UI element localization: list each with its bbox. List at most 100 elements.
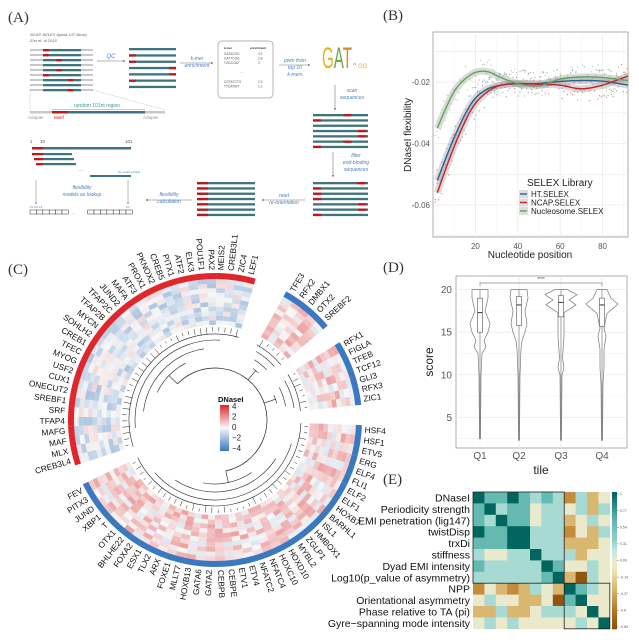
annotation-ring-cell [99, 506, 111, 519]
dendrogram-leaf [236, 507, 238, 511]
heatmap-cell [205, 556, 215, 562]
heatmap-cell [156, 330, 165, 338]
colorbar-segment [612, 625, 617, 630]
b-point [576, 91, 579, 94]
heatmap-cell [83, 416, 88, 426]
d-significance-bracket [479, 282, 603, 286]
heatmap-cell [88, 479, 97, 491]
b-point [592, 83, 594, 85]
heatmap-cell [155, 298, 166, 307]
read-segment [129, 85, 176, 89]
dendrogram-leaf [147, 480, 153, 485]
b-point [536, 93, 538, 95]
b-point [470, 95, 472, 97]
correlation-cell [518, 617, 531, 630]
correlation-cell [541, 514, 554, 527]
panel-b: (B) 20 40 60 80-0.02-0.04-0.06 DNaseI flexi… [383, 8, 630, 261]
dendrogram-leaf [139, 471, 144, 475]
b-point [605, 87, 607, 89]
heatmap-cell [287, 501, 298, 511]
heatmap-cell [293, 467, 302, 476]
b-point [622, 71, 624, 73]
heatmap-cell [292, 484, 301, 493]
heatmap-cell [330, 345, 340, 356]
dendrogram-leaf [123, 401, 132, 404]
heatmap-cell [312, 479, 322, 489]
b-point [517, 85, 519, 87]
reorient-label-2: re-orientation [269, 200, 299, 206]
dendrogram-leaf [224, 327, 226, 333]
motif-segment [358, 208, 367, 211]
reorient-label-1: read [279, 193, 289, 199]
correlation-cell [518, 549, 531, 561]
correlation-cell [495, 617, 508, 630]
heatmap-cell [299, 489, 309, 500]
heatmap-cell [329, 440, 336, 450]
b-point [498, 74, 501, 76]
annotation-ring-cell [334, 342, 345, 354]
correlation-cell [552, 526, 565, 538]
heatmap-cell [309, 467, 318, 477]
read-segment [313, 208, 368, 211]
heatmap-cell [251, 543, 262, 552]
read-segment [313, 182, 368, 185]
heatmap-cell [235, 318, 244, 325]
heatmap-cell [240, 295, 251, 303]
heatmap-cell [197, 536, 207, 543]
heatmap-cell [303, 505, 314, 515]
annotation-ring-cell [312, 514, 325, 526]
heatmap-cell [141, 503, 152, 512]
heatmap-cell [145, 511, 155, 521]
correlation-cell [598, 537, 611, 550]
heatmap-cell [108, 372, 117, 382]
b-point [505, 74, 507, 76]
row-label: DNaseI [435, 493, 470, 505]
heatmap-cell [316, 438, 323, 447]
heatmap-cell [224, 550, 234, 557]
heatmap-cell [297, 469, 306, 479]
heatmap-cell [148, 507, 158, 517]
heatmap-cell [183, 524, 193, 532]
heatmap-cell [201, 514, 209, 520]
heatmap-cell [207, 292, 217, 298]
heatmap-cell [152, 532, 164, 541]
heatmap-cell [311, 452, 319, 461]
adapter-segment [81, 69, 93, 71]
b-point [541, 90, 543, 92]
colorbar-segment [612, 577, 617, 582]
annotation-ring-cell [81, 349, 92, 362]
correlation-cell [473, 594, 485, 607]
heatmap-cell [200, 518, 209, 525]
heatmap-cell [133, 311, 144, 321]
b-point [481, 85, 484, 87]
heatmap-cell [194, 316, 203, 323]
heatmap-cell [185, 553, 197, 560]
b-ytick: -0.06 [412, 201, 431, 210]
b-point [615, 90, 618, 92]
heatmap-cell [191, 298, 201, 305]
heatmap-cell [157, 318, 167, 327]
dendrogram-leaf [282, 476, 287, 480]
window-ellipsis: ... [79, 167, 83, 173]
random-region-label: random 101nt region [74, 103, 120, 109]
motif-logo: GAT ^ GG [322, 42, 368, 75]
dendrogram-branch [137, 422, 302, 507]
b-point [622, 91, 624, 93]
b-point [534, 76, 536, 79]
dendrogram-leaf [170, 338, 173, 342]
b-point [546, 78, 548, 81]
heatmap-cell [158, 334, 167, 342]
heatmap-cell [190, 530, 200, 537]
b-point [578, 82, 580, 84]
heatmap-cell [124, 469, 133, 479]
b-point [463, 81, 465, 83]
panel-label-b: (B) [383, 8, 403, 24]
heatmap-cell [102, 394, 110, 403]
heatmap-cell [80, 389, 87, 400]
heatmap-cell [270, 504, 280, 513]
dendrogram-leaf [285, 470, 291, 475]
heatmap-cell [121, 334, 131, 344]
annotation-ring-cell [225, 273, 237, 281]
annotation-ring-cell [346, 367, 356, 379]
